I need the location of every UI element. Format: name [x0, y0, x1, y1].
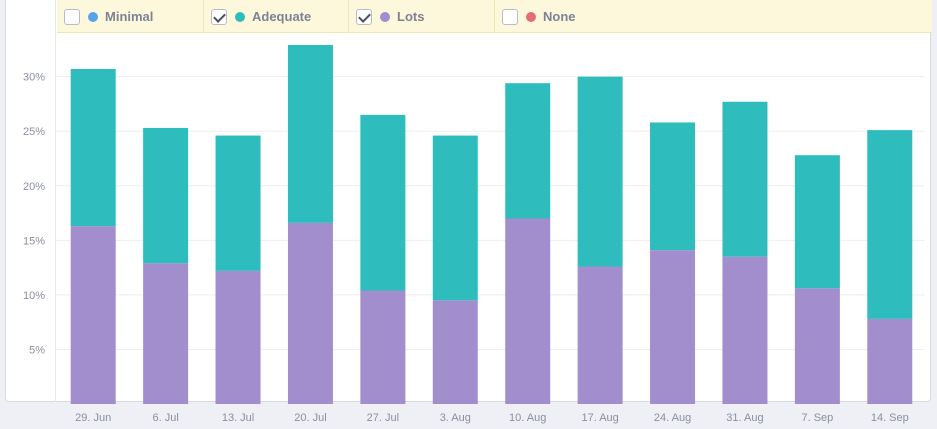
- y-tick-label: 30%: [23, 72, 45, 84]
- x-tick-label: 31. Aug: [726, 412, 763, 424]
- bar-lots[interactable]: [70, 226, 116, 404]
- legend-label-minimal: Minimal: [105, 9, 154, 24]
- x-tick-label: 27. Jul: [367, 412, 399, 424]
- legend-dot-adequate: [235, 11, 245, 22]
- legend-item-adequate[interactable]: Adequate: [204, 0, 349, 33]
- legend-item-none[interactable]: None: [495, 0, 635, 33]
- bar-lots[interactable]: [722, 256, 768, 404]
- x-tick-label: 10. Aug: [509, 412, 546, 424]
- bar-adequate[interactable]: [505, 83, 551, 219]
- bar-adequate[interactable]: [143, 127, 189, 264]
- legend-label-adequate: Adequate: [252, 9, 312, 24]
- bar-lots[interactable]: [215, 270, 261, 404]
- legend-item-minimal[interactable]: Minimal: [57, 0, 204, 33]
- legend-label-lots: Lots: [397, 9, 425, 24]
- x-tick-label: 13. Jul: [222, 412, 254, 424]
- bar-lots[interactable]: [505, 218, 551, 405]
- bar-adequate[interactable]: [650, 122, 696, 251]
- legend-dot-lots: [380, 11, 390, 22]
- bar-adequate[interactable]: [215, 135, 261, 271]
- x-tick-label: 17. Aug: [581, 412, 618, 424]
- legend-checkbox-adequate[interactable]: [211, 8, 227, 25]
- bar-adequate[interactable]: [287, 45, 333, 223]
- y-axis-strip: [6, 0, 56, 402]
- bar-lots[interactable]: [287, 222, 333, 404]
- bar-lots[interactable]: [867, 318, 913, 404]
- bar-lots[interactable]: [143, 263, 189, 404]
- legend-dot-none: [526, 11, 536, 22]
- bar-lots[interactable]: [432, 300, 478, 404]
- bar-adequate[interactable]: [70, 69, 116, 227]
- y-tick-label: 25%: [23, 126, 45, 138]
- bar-adequate[interactable]: [577, 76, 623, 267]
- bar-adequate[interactable]: [867, 130, 913, 319]
- x-tick-label: 14. Sep: [871, 412, 909, 424]
- bar-lots[interactable]: [360, 290, 406, 404]
- legend-dot-minimal: [88, 11, 98, 22]
- legend: Minimal Adequate Lots None: [57, 0, 932, 33]
- x-tick-label: 3. Aug: [440, 412, 471, 424]
- y-tick-label: 20%: [23, 181, 45, 193]
- legend-checkbox-lots[interactable]: [356, 8, 372, 25]
- bar-lots[interactable]: [650, 250, 696, 404]
- legend-checkbox-none[interactable]: [502, 8, 518, 25]
- bar-lots[interactable]: [577, 266, 623, 404]
- x-tick-label: 7. Sep: [801, 412, 833, 424]
- legend-label-none: None: [543, 9, 576, 24]
- legend-item-lots[interactable]: Lots: [349, 0, 495, 33]
- x-tick-label: 20. Jul: [294, 412, 326, 424]
- x-tick-label: 6. Jul: [152, 412, 178, 424]
- y-tick-label: 10%: [23, 290, 45, 302]
- legend-checkbox-minimal[interactable]: [64, 8, 80, 25]
- bar-adequate[interactable]: [722, 101, 768, 257]
- y-tick-label: 15%: [23, 235, 45, 247]
- bar-adequate[interactable]: [432, 135, 478, 301]
- bar-adequate[interactable]: [794, 155, 840, 289]
- bar-adequate[interactable]: [360, 114, 406, 291]
- x-tick-label: 29. Jun: [75, 412, 111, 424]
- y-tick-label: 5%: [29, 344, 45, 356]
- x-tick-label: 24. Aug: [654, 412, 691, 424]
- bar-lots[interactable]: [794, 288, 840, 404]
